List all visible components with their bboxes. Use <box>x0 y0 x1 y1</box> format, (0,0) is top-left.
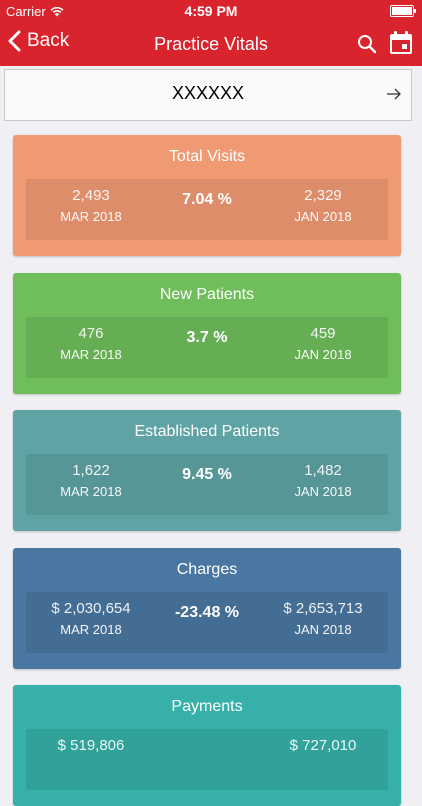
search-icon[interactable] <box>356 33 378 55</box>
current-value: 476 <box>78 325 104 342</box>
previous-period-stat: 1,482 JAN 2018 <box>258 462 388 499</box>
card-title: New Patients <box>159 286 255 303</box>
percent-change: 9.45 % <box>182 466 232 483</box>
calendar-icon[interactable] <box>388 30 414 56</box>
card-title: Charges <box>176 561 238 578</box>
previous-period-stat: 459 JAN 2018 <box>258 325 388 362</box>
previous-period: JAN 2018 <box>294 347 352 362</box>
percent-change: 3.7 % <box>186 329 228 346</box>
previous-period: JAN 2018 <box>294 622 352 637</box>
carrier-indicator: Carrier <box>6 4 64 19</box>
card-new-patients[interactable]: New Patients 476 MAR 2018 3.7 % 459 JAN … <box>13 273 401 394</box>
previous-value: $ 2,653,713 <box>283 600 363 617</box>
chevron-left-icon <box>8 30 21 52</box>
card-charges[interactable]: Charges $ 2,030,654 MAR 2018 -23.48 % $ … <box>13 548 401 669</box>
current-period-stat: 1,622 MAR 2018 <box>26 462 156 499</box>
carrier-label: Carrier <box>6 4 46 19</box>
current-period: MAR 2018 <box>60 622 122 637</box>
back-label: Back <box>27 30 70 51</box>
previous-period-stat: $ 2,653,713 JAN 2018 <box>258 600 388 637</box>
previous-value: 1,482 <box>304 462 342 479</box>
previous-value: 459 <box>310 325 336 342</box>
card-title: Established Patients <box>134 423 280 440</box>
previous-period: JAN 2018 <box>294 484 352 499</box>
card-stats: 476 MAR 2018 3.7 % 459 JAN 2018 <box>26 317 388 378</box>
status-bar: Carrier 4:59 PM <box>0 0 422 22</box>
current-value: $ 519,806 <box>57 737 125 754</box>
wifi-icon <box>50 6 64 17</box>
current-value: $ 2,030,654 <box>51 600 131 617</box>
current-period-stat: $ 2,030,654 MAR 2018 <box>26 600 156 637</box>
current-period: MAR 2018 <box>60 209 122 224</box>
card-stats: 1,622 MAR 2018 9.45 % 1,482 JAN 2018 <box>26 454 388 515</box>
card-stats: $ 2,030,654 MAR 2018 -23.48 % $ 2,653,71… <box>26 592 388 653</box>
percent-change: 7.04 % <box>182 191 232 208</box>
card-title: Total Visits <box>168 148 246 165</box>
previous-period-stat: 2,329 JAN 2018 <box>258 187 388 224</box>
current-period-stat: $ 519,806 <box>26 737 156 759</box>
current-value: 2,493 <box>72 187 110 204</box>
card-stats: 2,493 MAR 2018 7.04 % 2,329 JAN 2018 <box>26 179 388 240</box>
previous-period-stat: $ 727,010 <box>258 737 388 759</box>
back-button[interactable]: Back <box>8 30 69 52</box>
status-time: 4:59 PM <box>184 3 238 19</box>
battery-icon <box>390 5 416 17</box>
card-established-patients[interactable]: Established Patients 1,622 MAR 2018 9.45… <box>13 410 401 531</box>
selected-practice: XXXXXX <box>171 83 245 103</box>
previous-value: $ 727,010 <box>289 737 357 754</box>
current-period-stat: 476 MAR 2018 <box>26 325 156 362</box>
current-period: MAR 2018 <box>60 484 122 499</box>
arrow-right-icon <box>387 88 401 100</box>
practice-selector[interactable]: XXXXXX <box>4 69 412 121</box>
percent-change: -23.48 % <box>174 604 240 621</box>
previous-value: 2,329 <box>304 187 342 204</box>
current-period: MAR 2018 <box>60 347 122 362</box>
previous-period: JAN 2018 <box>294 209 352 224</box>
navigation-bar: Back Practice Vitals <box>0 22 422 66</box>
card-payments[interactable]: Payments $ 519,806 $ 727,010 <box>13 685 401 806</box>
card-total-visits[interactable]: Total Visits 2,493 MAR 2018 7.04 % 2,329… <box>13 135 401 256</box>
card-title: Payments <box>171 698 243 715</box>
card-stats: $ 519,806 $ 727,010 <box>26 729 388 790</box>
current-period-stat: 2,493 MAR 2018 <box>26 187 156 224</box>
page-title: Practice Vitals <box>154 34 268 54</box>
current-value: 1,622 <box>72 462 110 479</box>
